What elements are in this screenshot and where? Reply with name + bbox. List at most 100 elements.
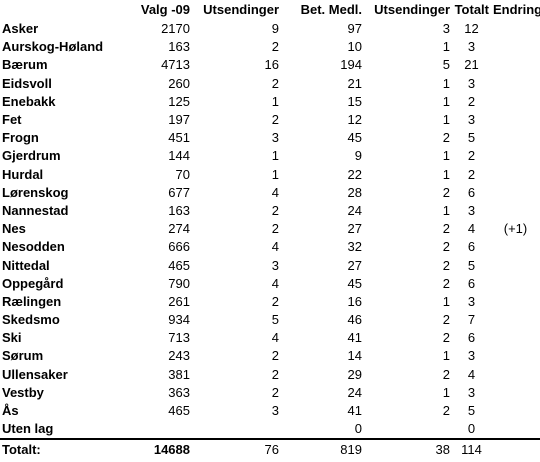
cell-utsendinger-1: 2 [271,221,279,237]
totals-row: Totalt: 14688 76 819 38 114 [0,438,540,461]
cell-utsendinger-2: 2 [442,257,450,273]
cell-name: Bærum [2,57,48,73]
cell-endring [491,275,540,293]
cell-bet-medl: 29 [347,366,362,382]
cell-name: Sørum [2,348,44,364]
cell-valg [130,420,192,439]
cell-totalt: 2 [467,148,476,164]
table-row: Nittedal 465 3 27 2 5 [0,256,540,274]
cell-totalt: 3 [467,348,476,364]
cell-utsendinger-2: 2 [442,403,450,419]
cell-valg: 274 [168,221,190,237]
cell-bet-medl: 21 [347,75,362,91]
cell-endring [491,129,540,147]
table-row: Uten lag 0 0 [0,420,540,439]
totals-valg: 14688 [130,438,192,461]
cell-bet-medl: 22 [347,166,362,182]
cell-bet-medl: 10 [347,39,362,55]
cell-utsendinger-2: 2 [442,239,450,255]
cell-valg: 125 [168,93,190,109]
cell-totalt: 4 [467,221,476,237]
cell-bet-medl: 45 [347,130,362,146]
header-row: Valg -09 Utsendinger Bet. Medl. Utsendin… [0,0,540,20]
cell-utsendinger-1: 3 [271,257,279,273]
table-row: Eidsvoll 260 2 21 1 3 [0,75,540,93]
cell-bet-medl: 16 [347,293,362,309]
cell-valg: 666 [168,239,190,255]
cell-valg: 260 [168,75,190,91]
cell-totalt: 6 [467,330,476,346]
cell-bet-medl: 15 [347,93,362,109]
cell-bet-medl: 14 [347,348,362,364]
cell-utsendinger-1: 5 [271,312,279,328]
cell-totalt: 3 [467,39,476,55]
cell-valg: 381 [168,366,190,382]
cell-utsendinger-2: 1 [442,112,450,128]
cell-endring [491,420,540,439]
cell-utsendinger-1: 2 [271,348,279,364]
cell-utsendinger-2: 1 [442,384,450,400]
cell-name: Vestby [2,384,44,400]
cell-name: Nannestad [2,202,69,218]
cell-bet-medl: 194 [340,57,362,73]
table-row: Gjerdrum 144 1 9 1 2 [0,147,540,165]
cell-bet-medl: 32 [347,239,362,255]
totals-utsendinger-1: 76 [192,438,281,461]
cell-utsendinger-1: 2 [271,202,279,218]
cell-endring: (+1) [503,221,528,237]
cell-utsendinger-1: 2 [271,293,279,309]
table-row: Rælingen 261 2 16 1 3 [0,293,540,311]
cell-name: Hurdal [2,166,44,182]
cell-valg: 4713 [161,57,190,73]
cell-name: Uten lag [2,421,54,437]
cell-bet-medl: 28 [347,184,362,200]
cell-endring [491,111,540,129]
cell-endring [491,147,540,165]
cell-name: Fet [2,112,22,128]
table-row: Sørum 243 2 14 1 3 [0,347,540,365]
cell-name: Nes [2,221,26,237]
cell-valg: 465 [168,403,190,419]
cell-utsendinger-2: 1 [442,293,450,309]
cell-name: Ski [2,330,22,346]
cell-utsendinger-2: 2 [442,330,450,346]
cell-utsendinger-1: 4 [271,330,279,346]
table-row: Vestby 363 2 24 1 3 [0,384,540,402]
cell-valg: 261 [168,293,190,309]
cell-utsendinger-2: 5 [442,57,450,73]
cell-utsendinger-1: 2 [271,384,279,400]
cell-totalt: 0 [467,421,476,437]
table-row: Asker 2170 9 97 3 12 [0,20,540,38]
header-utsendinger-2: Utsendinger [374,2,450,17]
cell-bet-medl: 41 [347,403,362,419]
cell-totalt: 6 [467,275,476,291]
cell-valg: 677 [168,184,190,200]
cell-valg: 163 [168,202,190,218]
cell-endring [491,166,540,184]
cell-bet-medl: 97 [347,21,362,37]
cell-utsendinger-1: 3 [271,130,279,146]
cell-endring [491,238,540,256]
cell-utsendinger-2: 1 [442,75,450,91]
cell-name: Ullensaker [2,366,68,382]
cell-valg: 934 [168,312,190,328]
cell-utsendinger-2: 1 [442,148,450,164]
cell-totalt: 21 [464,57,479,73]
cell-bet-medl: 27 [347,221,362,237]
cell-name: Frogn [2,130,39,146]
cell-utsendinger-2: 1 [442,202,450,218]
table-row: Frogn 451 3 45 2 5 [0,129,540,147]
cell-totalt: 2 [467,93,476,109]
table-row: Aurskog-Høland 163 2 10 1 3 [0,38,540,56]
cell-endring [491,402,540,420]
cell-bet-medl: 24 [347,202,362,218]
cell-utsendinger-2: 2 [442,366,450,382]
cell-utsendinger-2 [364,420,452,439]
cell-utsendinger-1: 2 [271,75,279,91]
cell-endring [491,93,540,111]
cell-valg: 243 [168,348,190,364]
table-row: Bærum 4713 16 194 5 21 [0,56,540,74]
table-row: Ullensaker 381 2 29 2 4 [0,366,540,384]
table-row: Skedsmo 934 5 46 2 7 [0,311,540,329]
